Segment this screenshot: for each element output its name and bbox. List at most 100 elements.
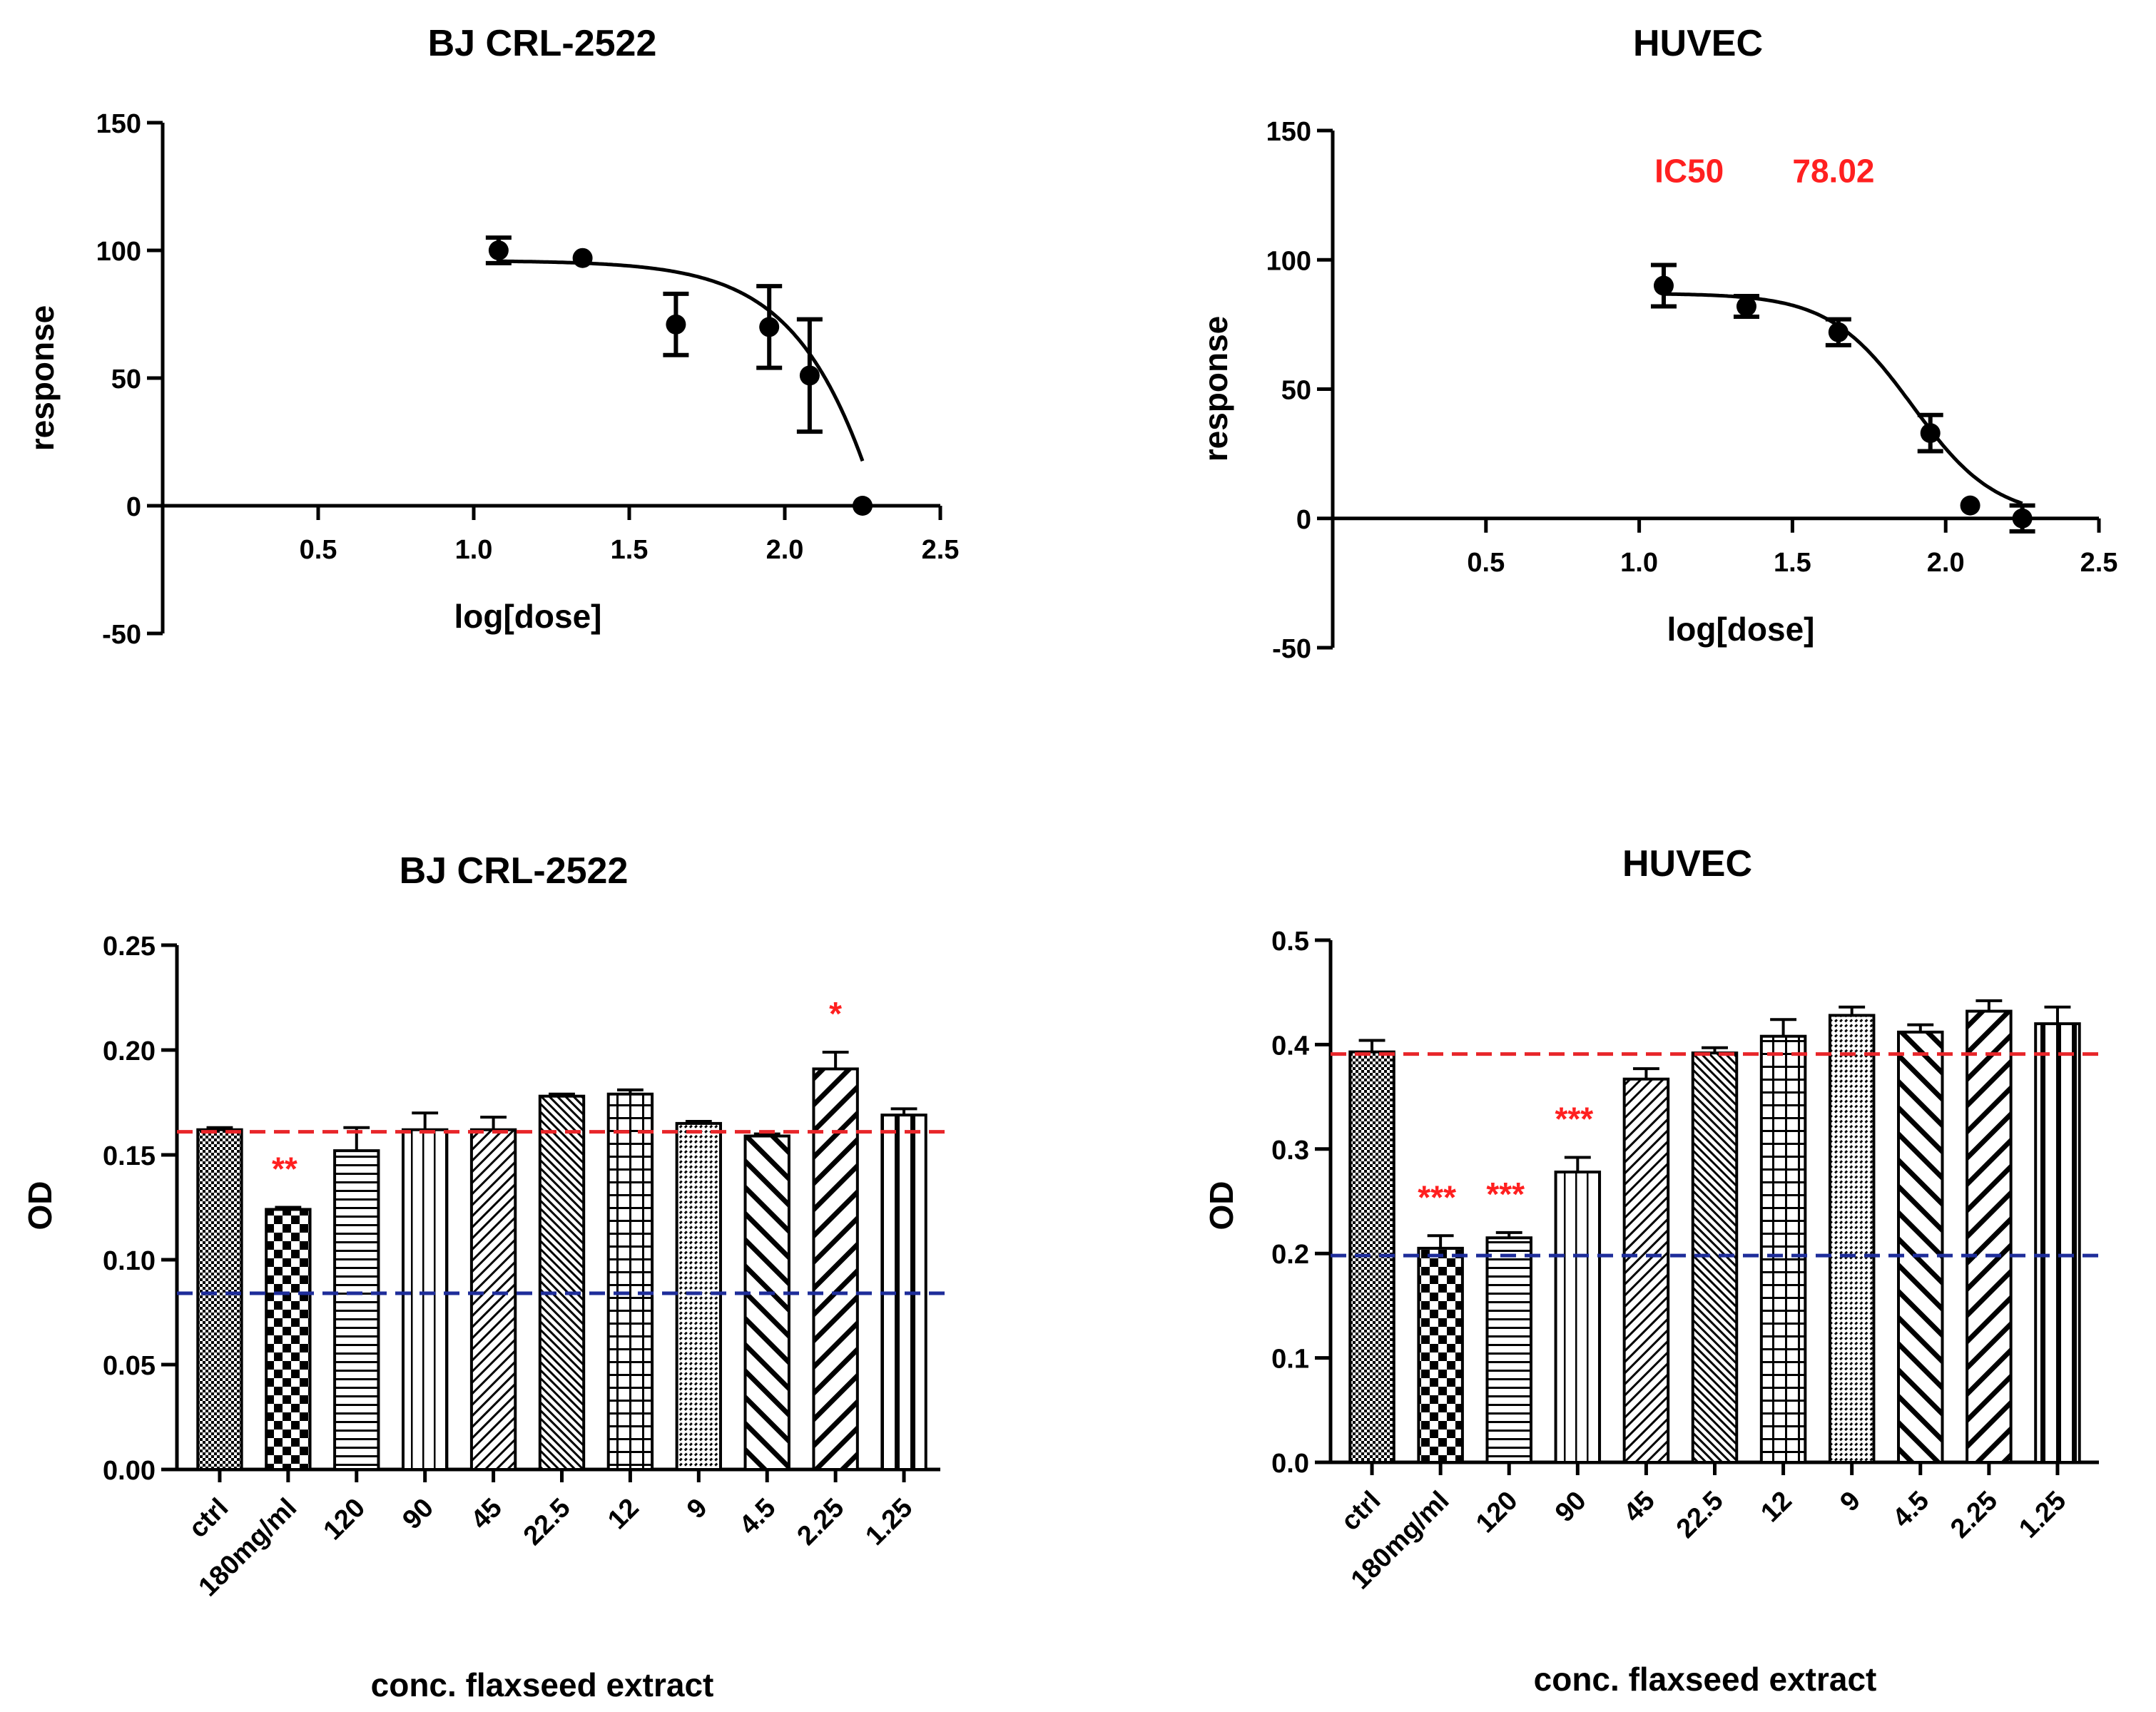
y-tick-label: 0.25 (103, 932, 156, 962)
x-tick-label: 120 (1470, 1486, 1524, 1539)
y-tick-label: 0 (126, 492, 141, 522)
bar (1622, 1077, 1670, 1464)
y-tick-label: 0 (1296, 505, 1311, 535)
x-tick-label: 9 (1834, 1486, 1866, 1518)
y-axis-label: response (24, 305, 61, 452)
x-tick-label: 1.5 (1774, 548, 1811, 578)
x-tick-label: ctrl (1336, 1486, 1387, 1537)
dose-marks-huvec: -50 0 50 100 150 0.5 1.0 1.5 2.0 2.5 IC50 78.02 (1266, 117, 2118, 664)
x-tick-label: 1.25 (2013, 1486, 2072, 1544)
bar (743, 1134, 790, 1472)
y-tick-label: 0.20 (103, 1036, 156, 1066)
x-tick-label: 45 (465, 1493, 508, 1536)
y-tick-label: 50 (111, 365, 141, 394)
x-axis-label: log[dose] (454, 598, 602, 635)
data-point (853, 496, 873, 516)
x-tick-label: 22.5 (518, 1493, 576, 1552)
bar (333, 1149, 380, 1471)
significance-mark: *** (1486, 1176, 1525, 1213)
x-tick-label: 12 (602, 1493, 645, 1536)
y-tick-label: 150 (96, 109, 141, 139)
data-point (1828, 322, 1849, 342)
od-marks-bj: 0.000.050.100.150.200.25ctrl180mg/ml**12… (103, 932, 947, 1602)
chart-title: BJ CRL-2522 (428, 23, 657, 64)
bar (538, 1094, 586, 1472)
y-tick-label: -50 (102, 620, 141, 650)
chart-title: HUVEC (1633, 23, 1763, 64)
x-tick-label: 2.5 (2080, 548, 2118, 578)
bar (1691, 1051, 1739, 1464)
x-tick-label: 1.0 (455, 535, 493, 565)
bar (1485, 1236, 1532, 1464)
bar (606, 1092, 654, 1471)
y-tick-label: 0.5 (1271, 927, 1309, 957)
bar (1554, 1171, 1602, 1464)
x-tick-label: 0.5 (300, 535, 337, 565)
significance-mark: * (829, 995, 842, 1032)
bar (812, 1067, 859, 1471)
data-point (666, 314, 686, 335)
x-tick-label: 9 (681, 1493, 713, 1525)
x-tick-label: 2.25 (791, 1493, 850, 1552)
bar (1897, 1030, 1944, 1464)
chart-title: HUVEC (1622, 843, 1752, 885)
bar (2034, 1022, 2081, 1464)
data-point (1736, 296, 1756, 317)
y-tick-label: 0.10 (103, 1246, 156, 1276)
bar (675, 1121, 723, 1472)
bar (1759, 1034, 1807, 1464)
data-point (799, 365, 820, 386)
x-tick-label: 22.5 (1671, 1486, 1729, 1544)
y-tick-label: 0.2 (1271, 1240, 1309, 1270)
y-tick-label: 0.1 (1271, 1345, 1309, 1375)
bar (1828, 1014, 1876, 1464)
bar (401, 1128, 449, 1471)
significance-mark: *** (1555, 1101, 1593, 1138)
od-chart-bj: BJ CRL-2522 conc. flaxseed extract OD 0.… (21, 850, 947, 1703)
y-axis-label: OD (21, 1181, 59, 1230)
significance-mark: ** (272, 1151, 298, 1188)
x-tick-label: 2.25 (1945, 1486, 2003, 1544)
x-tick-label: ctrl (183, 1493, 235, 1544)
y-tick-label: 100 (1266, 246, 1311, 276)
y-tick-label: 0.0 (1271, 1449, 1309, 1479)
y-tick-label: 150 (1266, 117, 1311, 147)
bar (265, 1208, 312, 1471)
significance-mark: *** (1418, 1178, 1456, 1216)
x-tick-label: 2.5 (922, 535, 960, 565)
data-point (488, 240, 509, 260)
data-point (1653, 275, 1674, 296)
dose-chart-bj: BJ CRL-2522 log[dose] response -50 0 50 100… (24, 23, 959, 650)
x-tick-label: 2.0 (766, 535, 804, 565)
x-tick-label: 4.5 (1887, 1486, 1935, 1534)
od-chart-huvec: HUVEC conc. flaxseed extract OD 0.0 0.1 0.… (1203, 843, 2106, 1698)
bar (1417, 1246, 1464, 1464)
data-point (572, 248, 593, 268)
y-tick-label: 0.05 (103, 1351, 156, 1381)
dose-chart-huvec: HUVEC log[dose] response -50 0 50 100 150 0.5… (1197, 23, 2117, 664)
chart-title: BJ CRL-2522 (400, 850, 629, 892)
x-tick-label: 45 (1618, 1486, 1661, 1529)
x-tick-label: 1.0 (1620, 548, 1658, 578)
y-axis-label: OD (1203, 1181, 1240, 1230)
x-tick-label: 0.5 (1467, 548, 1505, 578)
od-marks-huvec: 0.00.10.20.30.40.5ctrl180mg/ml***120***9… (1271, 927, 2106, 1595)
x-axis-label: conc. flaxseed extract (371, 1666, 714, 1703)
x-tick-label: 1.25 (860, 1493, 918, 1552)
data-point (1920, 423, 1941, 444)
data-point (2012, 508, 2033, 529)
y-tick-label: 0.3 (1271, 1136, 1309, 1166)
y-tick-label: 0.15 (103, 1141, 156, 1171)
fit-curve (498, 259, 865, 462)
x-tick-label: 90 (1550, 1486, 1592, 1529)
y-axis-label: response (1197, 316, 1234, 462)
x-axis-label: log[dose] (1667, 611, 1815, 648)
x-tick-label: 1.5 (611, 535, 649, 565)
y-tick-label: 0.4 (1271, 1031, 1309, 1061)
annotation: IC50 (1654, 153, 1724, 190)
bar (196, 1128, 243, 1471)
annotation: 78.02 (1792, 153, 1874, 190)
y-tick-label: 100 (96, 237, 141, 267)
x-axis-label: conc. flaxseed extract (1534, 1661, 1877, 1698)
